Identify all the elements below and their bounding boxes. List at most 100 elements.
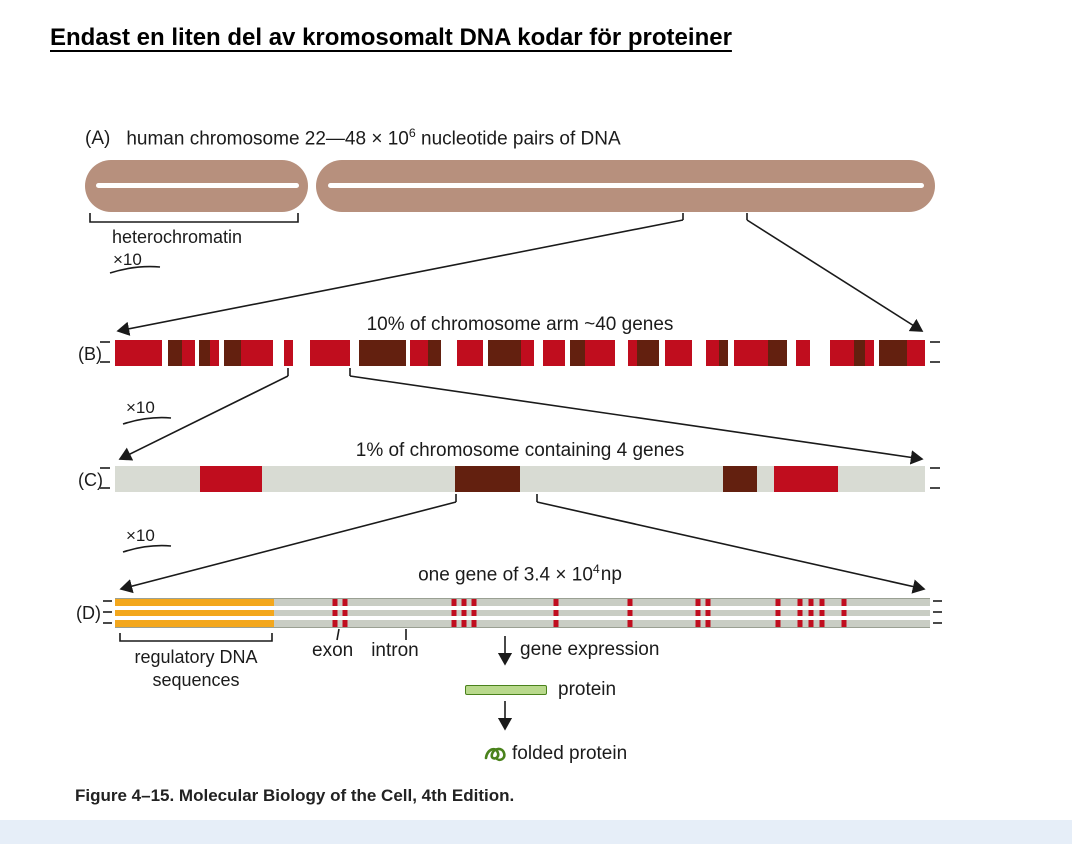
figure-caption: Figure 4–15. Molecular Biology of the Ce… [75, 786, 515, 805]
bar-b-segment [542, 340, 565, 366]
bar-b-segment [482, 340, 489, 366]
bar-b-segment [637, 340, 660, 366]
bar-b-segment [409, 340, 429, 366]
bar-b-segment [795, 340, 811, 366]
panel-b-title: 10% of chromosome arm ~40 genes [366, 314, 674, 335]
bar-b-segment [719, 340, 729, 366]
exon-mark [471, 599, 477, 627]
exon-mark [797, 599, 803, 627]
bar-b-segment [628, 340, 638, 366]
bar-b-segment [284, 340, 294, 366]
exon-label: exon [312, 640, 354, 661]
bar-b-segment [706, 340, 720, 366]
bar-d-marks [115, 599, 930, 627]
exon-mark [841, 599, 847, 627]
exon-mark [808, 599, 814, 627]
bar-b-segment [873, 340, 880, 366]
bar-c-block [200, 466, 263, 492]
exon-mark [819, 599, 825, 627]
bar-b-segment [584, 340, 616, 366]
bar-b-segment [564, 340, 570, 366]
bar-c-blocks [115, 466, 925, 492]
bar-c-block [455, 466, 520, 492]
bar-b-segment [879, 340, 907, 366]
folded-protein-icon [484, 747, 506, 762]
magnify-label-1: ×10 [113, 250, 142, 269]
bar-b-segment [358, 340, 407, 366]
slide-title: Endast en liten del av kromosomalt DNA k… [50, 24, 732, 51]
dna-strand-separator [114, 606, 931, 610]
panel-a-heading: (A) human chromosome 22—48 × 106 nucleoti… [85, 126, 621, 150]
bar-b-segment [520, 340, 534, 366]
bar-c-block [773, 466, 839, 492]
exon-mark [451, 599, 457, 627]
magnify-label-3: ×10 [126, 526, 155, 545]
bar-b-segment [488, 340, 521, 366]
exon-mark [553, 599, 559, 627]
bar-b-segment [659, 340, 665, 366]
chromatid-gap [96, 183, 299, 188]
bar-b-segment [864, 340, 874, 366]
chromatid-gap [328, 183, 924, 188]
regulatory-dna-label-line2: sequences [152, 669, 240, 690]
dna-strand-separator [114, 616, 931, 620]
bar-b-segment [853, 340, 865, 366]
magnify-underline [122, 544, 172, 553]
panel-d-title-prefix: one gene of 3.4 × 10 [418, 564, 593, 586]
exon-intron-labels: exon intron [312, 640, 419, 662]
panel-a-title-suffix: nucleotide pairs of DNA [415, 128, 621, 150]
heterochromatin-bracket [89, 213, 299, 223]
regulatory-region [115, 599, 274, 627]
bar-b-segment [162, 340, 168, 366]
bar-b-segment [167, 340, 183, 366]
panel-d-label: (D) [76, 603, 101, 623]
chromosome-short-arm [85, 160, 308, 212]
panel-c-title: 1% of chromosome containing 4 genes [355, 440, 685, 461]
bar-b-segment [218, 340, 225, 366]
magnify-label-2: ×10 [126, 398, 155, 417]
chromosome-drawing [85, 160, 935, 212]
panel-a-title-exponent: 6 [408, 126, 416, 140]
protein-label: protein [558, 679, 617, 700]
bar-b-segment [830, 340, 854, 366]
chromosome-long-arm [316, 160, 935, 212]
bar-b-segment [224, 340, 241, 366]
panel-d-title-suffix: np [600, 564, 622, 586]
intron-label: intron [371, 640, 419, 661]
bar-b-segment [664, 340, 692, 366]
bar-b-segment [406, 340, 410, 366]
next-slide-edge [0, 820, 1072, 844]
exon-mark [332, 599, 338, 627]
bar-b-segment [786, 340, 796, 366]
bar-b-segment [273, 340, 285, 366]
bar-b-segment [533, 340, 543, 366]
panel-c-label: (C) [78, 470, 103, 490]
bar-d [114, 598, 931, 628]
bar-b-segment [457, 340, 483, 366]
exon-mark [775, 599, 781, 627]
bar-b-segment [728, 340, 734, 366]
panel-d-title: one gene of 3.4 × 104np [115, 562, 925, 586]
panel-a-label: (A) [85, 128, 111, 150]
exon-pointer [336, 628, 340, 641]
bar-b-segment [440, 340, 458, 366]
panel-b-label: (B) [78, 344, 102, 364]
bar-b-segment [240, 340, 274, 366]
bar-b-segment [810, 340, 831, 366]
bar-b-segment [195, 340, 199, 366]
bar-b-segment [115, 340, 163, 366]
bar-b-segment [182, 340, 196, 366]
bar-b-segment [615, 340, 629, 366]
regulatory-dna-label: regulatory DNA sequences [104, 646, 288, 691]
bar-b-segment [293, 340, 310, 366]
gene-expression-label: gene expression [520, 639, 660, 660]
bar-b-segment [768, 340, 787, 366]
bar-b-segment [309, 340, 350, 366]
regulatory-dna-label-line1: regulatory DNA [134, 647, 258, 667]
regulatory-bracket [119, 633, 273, 642]
bar-b-segment [906, 340, 925, 366]
bar-b-segment [428, 340, 441, 366]
protein-bar [465, 685, 547, 695]
panel-a-title-prefix: human chromosome 22—48 × 10 [126, 128, 409, 150]
